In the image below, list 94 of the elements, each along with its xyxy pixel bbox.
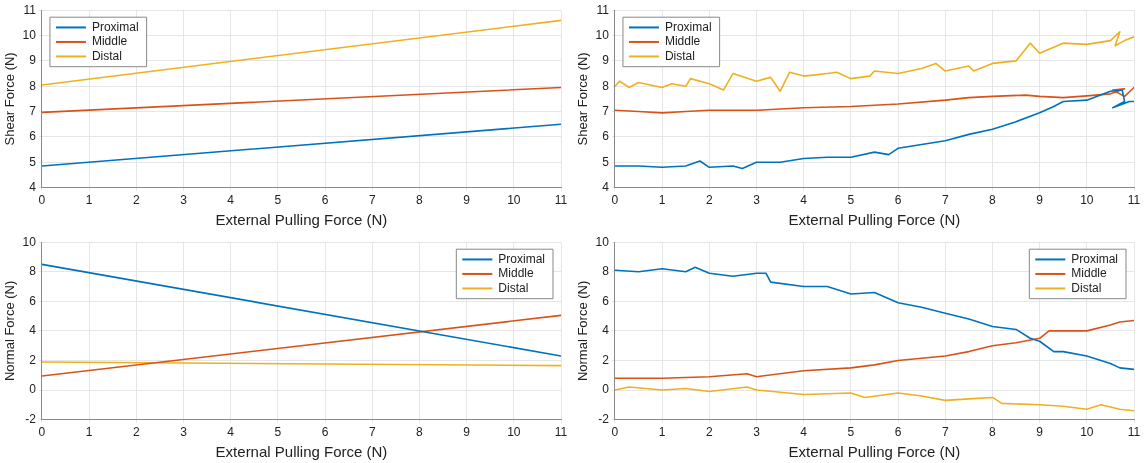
x-tick-label: 4	[800, 425, 808, 440]
x-tick-label: 7	[941, 193, 949, 208]
x-tick-label: 6	[894, 193, 902, 208]
x-tick-label: 5	[847, 425, 855, 440]
y-axis-title: Shear Force (N)	[2, 52, 18, 146]
y-tick-label: 11	[596, 2, 610, 17]
x-tick-label: 4	[227, 193, 235, 208]
x-tick-label: 8	[989, 193, 997, 208]
x-tick-label: 1	[85, 425, 93, 440]
x-tick-label: 4	[800, 193, 808, 208]
y-tick-label: 6	[602, 293, 610, 308]
x-tick-label: 10	[507, 425, 521, 440]
x-tick-label: 1	[85, 193, 93, 208]
legend-label: Distal	[664, 48, 695, 63]
x-tick-label: 3	[180, 193, 188, 208]
x-tick-label: 8	[416, 425, 424, 440]
legend-label: Middle	[91, 34, 128, 49]
y-tick-label: 6	[29, 293, 37, 308]
x-tick-label: 6	[321, 425, 329, 440]
y-tick-label: 5	[602, 154, 610, 169]
y-axis-title: Normal Force (N)	[575, 280, 591, 382]
legend-label: Proximal	[498, 251, 546, 266]
y-tick-label: 4	[29, 323, 37, 338]
x-tick-label: 5	[274, 425, 282, 440]
y-tick-label: 8	[29, 78, 37, 93]
y-tick-label: 5	[29, 154, 37, 169]
x-tick-label: 3	[753, 425, 761, 440]
x-tick-label: 6	[321, 193, 329, 208]
y-tick-label: 4	[602, 179, 610, 194]
y-tick-label: 4	[602, 323, 610, 338]
y-tick-label: 2	[29, 352, 37, 367]
x-tick-label: 9	[1036, 425, 1044, 440]
x-tick-label: 6	[894, 425, 902, 440]
x-tick-label: 9	[463, 425, 471, 440]
y-tick-label: 0	[29, 382, 37, 397]
y-tick-label: 0	[602, 382, 610, 397]
x-tick-label: 7	[368, 193, 376, 208]
y-tick-label: 6	[602, 129, 610, 144]
x-tick-label: 11	[1127, 425, 1141, 440]
x-axis-title: External Pulling Force (N)	[215, 443, 388, 461]
legend-label: Proximal	[1071, 251, 1119, 266]
x-tick-label: 2	[705, 425, 713, 440]
legend-label: Middle	[1071, 266, 1107, 281]
x-tick-label: 8	[416, 193, 424, 208]
y-tick-label: -2	[25, 411, 37, 426]
x-tick-label: 1	[658, 193, 666, 208]
x-tick-label: 5	[274, 193, 282, 208]
legend-label: Proximal	[91, 19, 139, 34]
y-tick-label: -2	[598, 411, 610, 426]
legend-label: Middle	[498, 266, 534, 281]
x-tick-label: 10	[507, 193, 521, 208]
x-tick-label: 11	[554, 425, 568, 440]
y-tick-label: 11	[23, 2, 37, 17]
legend-label: Distal	[91, 48, 122, 63]
x-tick-label: 11	[1127, 193, 1141, 208]
y-tick-label: 10	[595, 234, 610, 249]
y-tick-label: 2	[602, 352, 610, 367]
y-tick-label: 7	[602, 103, 610, 118]
x-axis-title: External Pulling Force (N)	[215, 211, 388, 229]
x-tick-label: 2	[705, 193, 713, 208]
x-tick-label: 3	[753, 193, 761, 208]
y-tick-label: 10	[22, 27, 37, 42]
x-tick-label: 7	[941, 425, 949, 440]
y-tick-label: 8	[29, 264, 37, 279]
x-tick-label: 3	[180, 425, 188, 440]
x-tick-label: 7	[368, 425, 376, 440]
legend-label: Distal	[1071, 280, 1102, 295]
x-tick-label: 4	[227, 425, 235, 440]
y-tick-label: 8	[602, 264, 610, 279]
x-tick-label: 2	[132, 425, 140, 440]
legend-label: Middle	[664, 34, 701, 49]
x-axis-title: External Pulling Force (N)	[788, 443, 961, 461]
y-tick-label: 6	[29, 129, 37, 144]
x-tick-label: 8	[989, 425, 997, 440]
y-tick-label: 9	[602, 53, 610, 68]
x-tick-label: 1	[658, 425, 666, 440]
y-axis-title: Normal Force (N)	[2, 280, 18, 382]
x-tick-label: 2	[132, 193, 140, 208]
y-tick-label: 9	[29, 53, 37, 68]
y-tick-label: 10	[22, 234, 37, 249]
x-tick-label: 10	[1080, 193, 1094, 208]
x-axis-title: External Pulling Force (N)	[788, 211, 961, 229]
x-tick-label: 9	[463, 193, 471, 208]
y-tick-label: 8	[602, 78, 610, 93]
legend-label: Distal	[498, 280, 529, 295]
y-tick-label: 4	[29, 179, 37, 194]
y-tick-label: 10	[595, 27, 610, 42]
x-tick-label: 9	[1036, 193, 1044, 208]
x-tick-label: 10	[1080, 425, 1094, 440]
y-axis-title: Shear Force (N)	[575, 52, 591, 146]
legend-label: Proximal	[664, 19, 712, 34]
x-tick-label: 5	[847, 193, 855, 208]
x-tick-label: 11	[554, 193, 568, 208]
y-tick-label: 7	[29, 103, 37, 118]
